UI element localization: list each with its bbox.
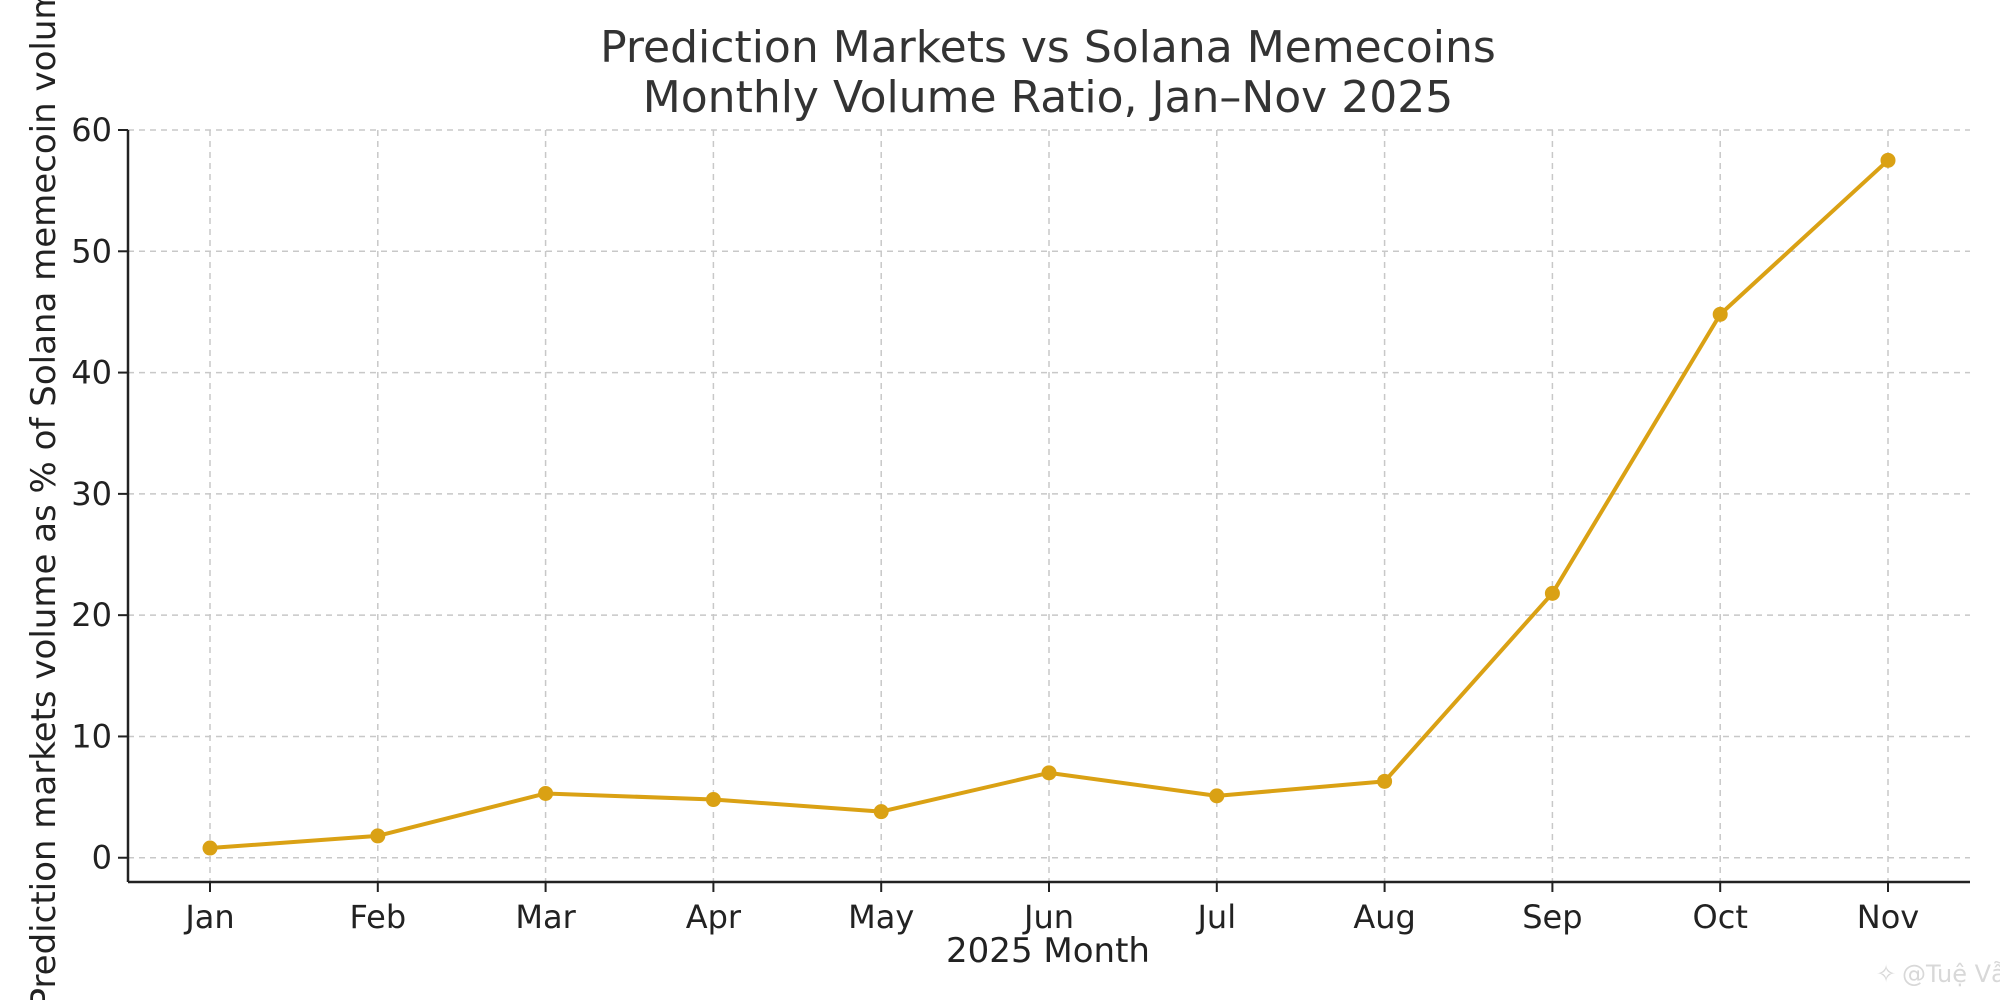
x-tick-label: Sep (1522, 898, 1582, 936)
x-tick-label: Jul (1195, 898, 1236, 936)
y-ticks: 0 10 20 30 40 50 60 (71, 111, 128, 877)
data-points (202, 152, 1896, 856)
data-point (1377, 773, 1393, 789)
x-tick-label: Jun (1022, 898, 1074, 936)
x-axis-label: 2025 Month (946, 931, 1150, 971)
y-tick-label: 40 (71, 354, 112, 392)
data-point (1209, 788, 1225, 804)
x-tick-label: Feb (349, 898, 406, 936)
grid (128, 129, 1970, 882)
y-tick-label: 20 (71, 596, 112, 634)
data-point (1544, 585, 1560, 601)
watermark: ✧ @Tuệ Vẫn (1876, 959, 2000, 988)
y-tick-label: 10 (71, 717, 112, 755)
x-tick-label: Oct (1693, 898, 1748, 936)
x-ticks: Jan Feb Mar Apr May Jun Jul Aug Sep Oct Nov (183, 882, 1919, 936)
data-point (705, 792, 721, 808)
y-tick-label: 50 (71, 232, 112, 270)
x-tick-label: Mar (515, 898, 576, 936)
x-tick-label: Apr (686, 898, 742, 936)
y-tick-label: 60 (71, 111, 112, 149)
data-point (1041, 765, 1057, 781)
watermark-text: @Tuệ Vẫn (1902, 959, 2000, 988)
data-point (873, 804, 889, 820)
chart-title: Prediction Markets vs Solana Memecoins (600, 22, 1496, 73)
watermark-glyph: ✧ (1876, 960, 1896, 988)
x-tick-label: May (848, 898, 914, 936)
x-tick-label: Nov (1857, 898, 1919, 936)
data-point (202, 840, 218, 856)
chart-subtitle: Monthly Volume Ratio, Jan–Nov 2025 (643, 72, 1453, 123)
data-point (538, 785, 554, 801)
x-tick-label: Aug (1353, 898, 1415, 936)
y-axis-label: Prediction markets volume as % of Solana… (24, 0, 64, 1000)
data-point (1712, 306, 1728, 322)
y-tick-label: 0 (92, 839, 112, 877)
x-tick-label: Jan (183, 898, 234, 936)
y-tick-label: 30 (71, 475, 112, 513)
data-point (370, 828, 386, 844)
data-point (1880, 152, 1896, 168)
